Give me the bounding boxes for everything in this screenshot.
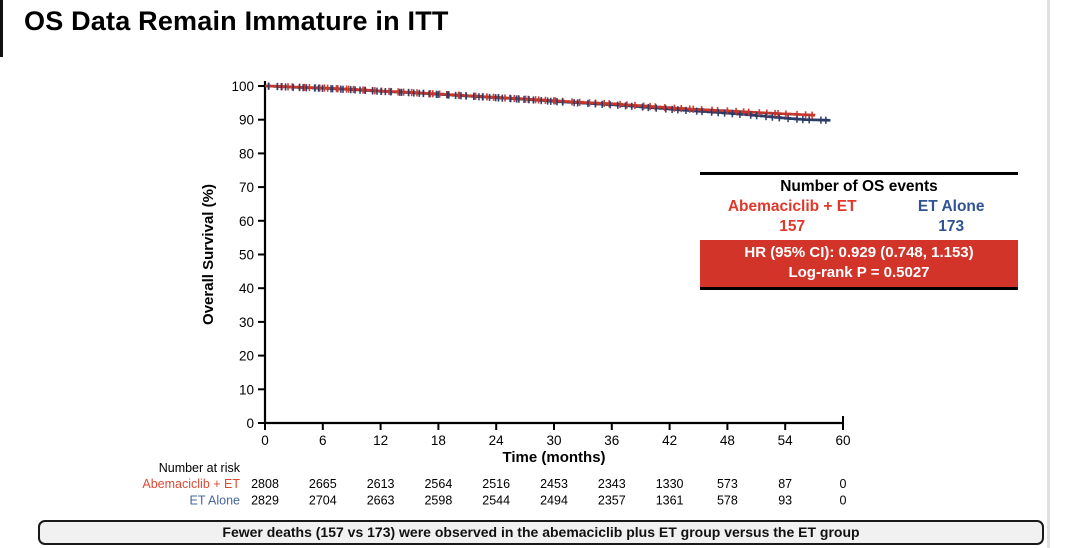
x-tick-label: 12 (373, 433, 388, 448)
x-tick-label: 30 (546, 433, 561, 448)
y-tick-label: 20 (239, 349, 254, 364)
risk-value: 2357 (598, 494, 626, 508)
risk-value: 2544 (482, 494, 510, 508)
y-tick-label: 10 (239, 382, 254, 397)
y-tick-label: 40 (239, 281, 254, 296)
y-tick-label: 0 (246, 416, 254, 431)
os-events-box: Number of OS events Abemaciclib + ET ET … (700, 172, 1018, 290)
risk-value: 2663 (367, 494, 395, 508)
events-group1-label: Abemaciclib + ET (727, 198, 857, 215)
risk-value: 0 (840, 477, 847, 491)
risk-value: 2564 (424, 477, 452, 491)
risk-value: 2829 (251, 494, 279, 508)
risk-value: 93 (778, 494, 792, 508)
risk-value: 2613 (367, 477, 395, 491)
risk-value: 2598 (424, 494, 452, 508)
events-box-header: Number of OS events (780, 178, 938, 195)
risk-row-label: ET Alone (189, 494, 240, 508)
risk-value: 2704 (309, 494, 337, 508)
x-tick-label: 18 (431, 433, 446, 448)
x-tick-label: 60 (835, 433, 850, 448)
events-group2-label: ET Alone (917, 198, 985, 215)
x-tick-label: 6 (319, 433, 327, 448)
slide-left-edge-bar (0, 0, 3, 57)
x-tick-label: 36 (604, 433, 619, 448)
x-tick-label: 24 (489, 433, 505, 448)
events-box-bottom-rule (700, 287, 1018, 290)
summary-banner: Fewer deaths (157 vs 173) were observed … (38, 520, 1044, 545)
x-tick-label: 54 (778, 433, 794, 448)
page-title: OS Data Remain Immature in ITT (24, 6, 449, 36)
events-group-values: 157 173 (700, 217, 1018, 237)
risk-value: 2453 (540, 477, 568, 491)
x-tick-label: 48 (720, 433, 735, 448)
y-tick-label: 30 (239, 315, 254, 330)
risk-row-label: Abemaciclib + ET (142, 477, 240, 491)
x-axis-title: Time (months) (502, 449, 605, 466)
risk-table-label: Number at risk (159, 461, 241, 475)
y-tick-label: 80 (239, 146, 254, 161)
events-group1-value: 157 (779, 218, 806, 235)
risk-value: 0 (840, 494, 847, 508)
logrank-text: Log-rank P = 0.5027 (788, 264, 930, 281)
page-right-divider (1047, 0, 1050, 548)
risk-value: 2808 (251, 477, 279, 491)
y-tick-label: 60 (239, 214, 254, 229)
x-tick-label: 42 (662, 433, 677, 448)
events-group-labels: Abemaciclib + ET ET Alone (700, 197, 1018, 217)
risk-value: 573 (717, 477, 738, 491)
km-survival-chart: 0 10 20 30 40 50 60 70 80 90 100 0 6 12 18 24 30 36 42 48 54… (142, 79, 850, 508)
hr-text: HR (95% CI): 0.929 (0.748, 1.153) (744, 244, 974, 261)
y-tick-label: 100 (231, 79, 254, 94)
x-tick-label: 0 (261, 433, 269, 448)
events-group2-value: 173 (938, 218, 965, 235)
hazard-ratio-highlight: HR (95% CI): 0.929 (0.748, 1.153) Log-ra… (700, 240, 1018, 287)
y-axis-title: Overall Survival (%) (200, 184, 217, 325)
risk-value: 2343 (598, 477, 626, 491)
risk-value: 87 (778, 477, 792, 491)
y-tick-label: 50 (239, 248, 254, 263)
risk-value: 578 (717, 494, 738, 508)
y-tick-label: 90 (239, 113, 254, 128)
events-box-top-rule (700, 172, 1018, 175)
risk-value: 1330 (656, 477, 684, 491)
y-tick-label: 70 (239, 180, 254, 195)
risk-value: 2665 (309, 477, 337, 491)
risk-value: 2494 (540, 494, 568, 508)
risk-value: 1361 (656, 494, 684, 508)
risk-value: 2516 (482, 477, 510, 491)
